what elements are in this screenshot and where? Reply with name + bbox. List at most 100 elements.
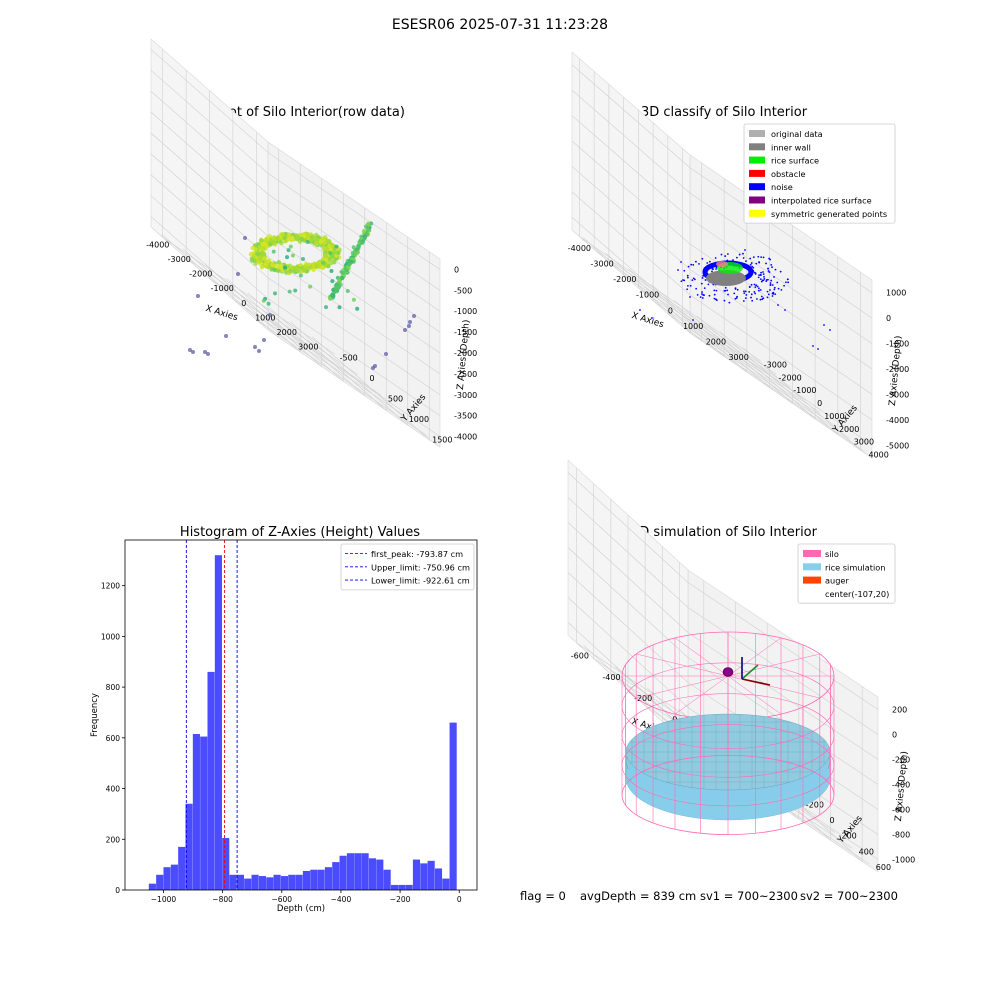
noise-point (823, 324, 825, 326)
y-tick-label: 0 (829, 816, 834, 825)
grid-line (150, 174, 441, 396)
noise-point (742, 252, 744, 255)
data-point (327, 239, 332, 244)
y-tick-label: 400 (106, 785, 121, 794)
noise-point (728, 301, 731, 304)
data-point (288, 268, 293, 274)
grid-line (682, 148, 865, 452)
noise-point (758, 261, 760, 263)
noise-point (736, 256, 738, 259)
noise-point (766, 290, 769, 293)
noise-point (702, 294, 705, 296)
noise-point (757, 276, 760, 279)
noise-point (812, 345, 814, 347)
noise-point (738, 253, 741, 256)
outlier-point (257, 349, 261, 353)
grid-line (161, 149, 280, 338)
hist-bar (442, 878, 450, 890)
data-point (261, 298, 266, 303)
avg-depth-text: avgDepth = 839 cm (580, 889, 697, 903)
noise-point (755, 284, 758, 287)
hist-bar (427, 860, 435, 890)
z-tick-label: -1000 (892, 856, 915, 865)
data-point (362, 234, 367, 239)
grid-line (571, 191, 873, 421)
y-tick-label: 400 (859, 847, 874, 856)
center-marker (722, 667, 734, 677)
x-tick-label: 0 (241, 299, 246, 308)
hist-axes: −1000 −800 −600 −400 −200 0 0 200 400 600 800 1000 1… (90, 539, 478, 914)
data-point (305, 239, 310, 244)
noise-point (706, 262, 709, 264)
x-tick-label: −400 (331, 895, 352, 904)
silo-spoke (727, 637, 782, 677)
data-point (253, 247, 258, 252)
data-point (266, 258, 271, 263)
data-point (299, 236, 304, 242)
data-point (366, 221, 371, 226)
x-tick-label: -4000 (146, 240, 169, 249)
grid-line (232, 111, 406, 417)
z-tick-label: -3500 (454, 412, 477, 421)
legend-label: inner wall (771, 142, 811, 152)
data-point (334, 244, 339, 249)
outlier-point (188, 348, 192, 352)
x-tick-label: −800 (212, 895, 233, 904)
noise-point (701, 257, 704, 260)
flag-text: flag = 0 (520, 889, 566, 903)
grid-line (269, 222, 387, 412)
noise-point (817, 348, 819, 350)
hist-bar (390, 884, 399, 890)
data-point (324, 305, 329, 310)
noise-point (695, 287, 698, 290)
x-tick-label: -2000 (613, 275, 636, 284)
data-point (328, 247, 334, 252)
grid-line (150, 195, 441, 416)
plot-frame (124, 539, 478, 891)
grid-line (150, 111, 441, 333)
data-point (273, 263, 279, 269)
noise-point (773, 276, 775, 278)
noise-point (759, 289, 762, 291)
data-point (257, 245, 262, 250)
noise-point (785, 281, 787, 284)
data-point (345, 265, 351, 270)
hist-bar (170, 864, 178, 890)
outlier-point (243, 236, 247, 240)
y-tick-label: 600 (876, 863, 891, 872)
y-tick-label: 800 (106, 683, 121, 692)
outlier-point (407, 324, 411, 328)
silo-spoke (674, 637, 729, 677)
z-tick-label: -1000 (886, 340, 909, 349)
noise-point (701, 297, 704, 299)
x-axis-label: X Axies (630, 311, 665, 330)
noise-point (756, 285, 759, 288)
grid-line (567, 472, 879, 710)
noise-point (699, 296, 702, 299)
noise-point (765, 262, 767, 265)
hist-bar (288, 874, 296, 890)
data-point (331, 287, 336, 293)
data-point (302, 233, 307, 238)
z-tick-label: -400 (892, 781, 910, 790)
data-point (300, 256, 305, 261)
hist-bar (346, 853, 355, 890)
data-point (275, 235, 280, 241)
grid-line (209, 90, 382, 396)
z-tick-label: 0 (892, 731, 897, 740)
data-point (263, 237, 269, 242)
noise-point (686, 288, 689, 291)
outlier-point (206, 352, 210, 356)
x-tick-label: -3000 (168, 255, 191, 264)
data-point (271, 240, 276, 245)
data-point (260, 251, 265, 256)
noise-point (715, 268, 717, 270)
noise-point (736, 288, 739, 291)
grid-line (150, 70, 441, 291)
data-point (266, 301, 271, 306)
noise-point (771, 284, 774, 286)
noise-point (774, 293, 777, 295)
x-tick-label: 2000 (277, 328, 297, 337)
grid-line (696, 240, 816, 420)
data-point (318, 239, 324, 245)
